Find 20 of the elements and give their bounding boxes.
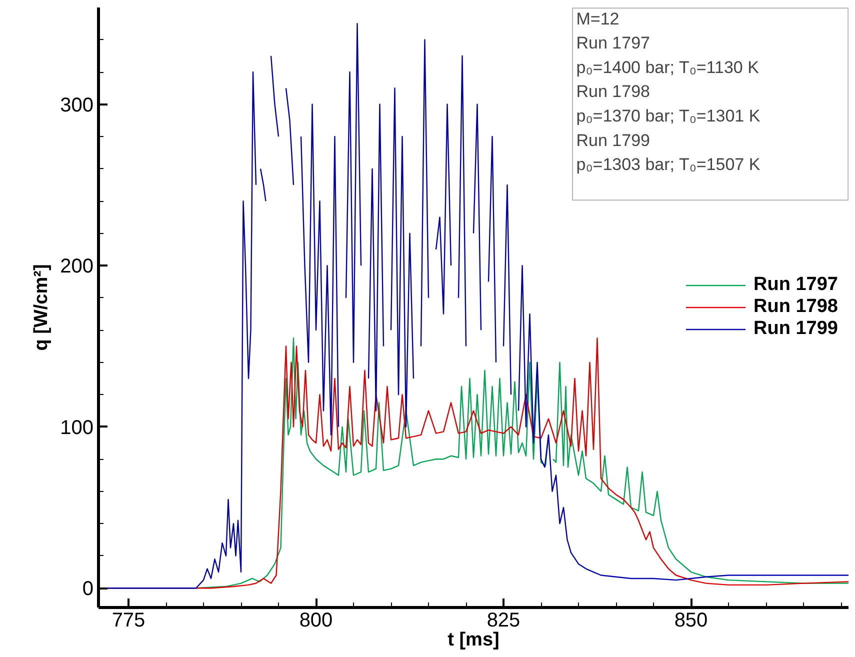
- legend-label: Run 1798: [754, 296, 838, 318]
- annotation: Run 1799: [576, 130, 650, 150]
- annotation: Run 1798: [576, 82, 650, 102]
- y-axis-title: q [W/cm²]: [31, 264, 52, 351]
- x-tick-label: 800: [299, 610, 333, 632]
- annotation: p₀=1400 bar; T₀=1130 K: [576, 58, 760, 77]
- x-tick-label: 850: [674, 610, 708, 632]
- x-tick-label: 825: [486, 610, 520, 632]
- y-tick-label: 200: [60, 256, 94, 278]
- annotation: p₀=1303 bar; T₀=1507 K: [576, 155, 761, 174]
- y-tick-label: 100: [60, 416, 94, 439]
- y-tick-label: 300: [60, 94, 94, 116]
- y-tick-label: 0: [82, 578, 94, 600]
- annotation: M=12: [576, 9, 620, 28]
- x-axis-title: t [ms]: [448, 630, 500, 650]
- annotation: p₀=1370 bar; T₀=1301 K: [576, 106, 761, 126]
- legend-label: Run 1799: [754, 318, 838, 340]
- annotation: Run 1797: [576, 34, 650, 53]
- legend-label: Run 1797: [754, 274, 838, 296]
- x-tick-label: 775: [112, 610, 146, 632]
